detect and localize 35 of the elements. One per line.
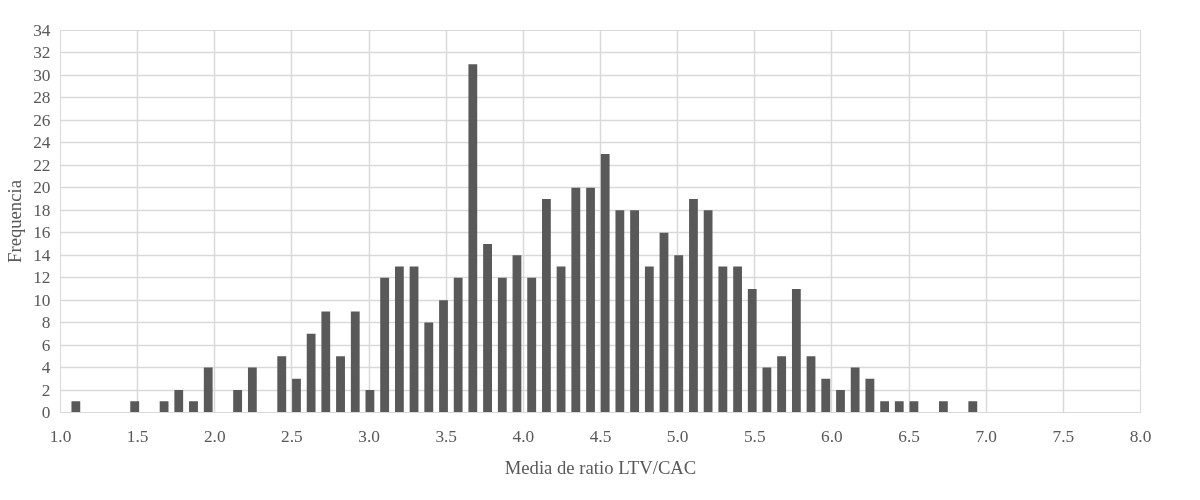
y-tick-label: 30	[33, 65, 51, 85]
x-tick-label: 7.0	[975, 426, 998, 446]
y-tick-label: 34	[33, 21, 51, 40]
x-tick-label: 3.5	[435, 426, 458, 446]
y-tick-label: 16	[33, 223, 51, 243]
y-tick-label: 32	[33, 43, 51, 63]
x-tick-label: 6.5	[898, 426, 920, 446]
x-tick-label: 3.0	[358, 426, 380, 446]
x-tick-label: 4.0	[512, 426, 535, 446]
y-tick-label: 10	[33, 290, 51, 310]
y-tick-label: 2	[41, 380, 51, 400]
y-axis-title: Frequencia	[4, 179, 26, 263]
y-tick-label: 14	[33, 245, 51, 265]
x-tick-label: 1.5	[126, 426, 149, 446]
x-tick-label: 2.5	[281, 426, 303, 446]
y-tick-label: 4	[41, 358, 51, 378]
y-tick-label: 12	[33, 268, 51, 288]
x-tick-label: 8.0	[1129, 426, 1152, 446]
y-tick-label: 28	[33, 88, 51, 108]
y-tick-label: 26	[33, 110, 51, 130]
y-tick-label: 20	[33, 178, 51, 198]
y-tick-label: 18	[33, 200, 51, 220]
y-tick-label: 0	[41, 403, 51, 422]
x-tick-label: 2.0	[203, 426, 226, 446]
y-tick-label: 22	[33, 155, 51, 175]
x-tick-label: 4.5	[589, 426, 612, 446]
y-tick-label: 8	[41, 313, 51, 333]
x-tick-label: 6.0	[821, 426, 843, 446]
x-tick-label: 1.0	[49, 426, 72, 446]
y-tick-label: 24	[33, 133, 51, 153]
y-tick-label: 6	[41, 335, 51, 355]
x-tick-label: 7.5	[1052, 426, 1075, 446]
x-axis-title: Media de ratio LTV/CAC	[504, 456, 697, 478]
x-tick-label: 5.5	[743, 426, 766, 446]
x-tick-label: 5.0	[666, 426, 689, 446]
